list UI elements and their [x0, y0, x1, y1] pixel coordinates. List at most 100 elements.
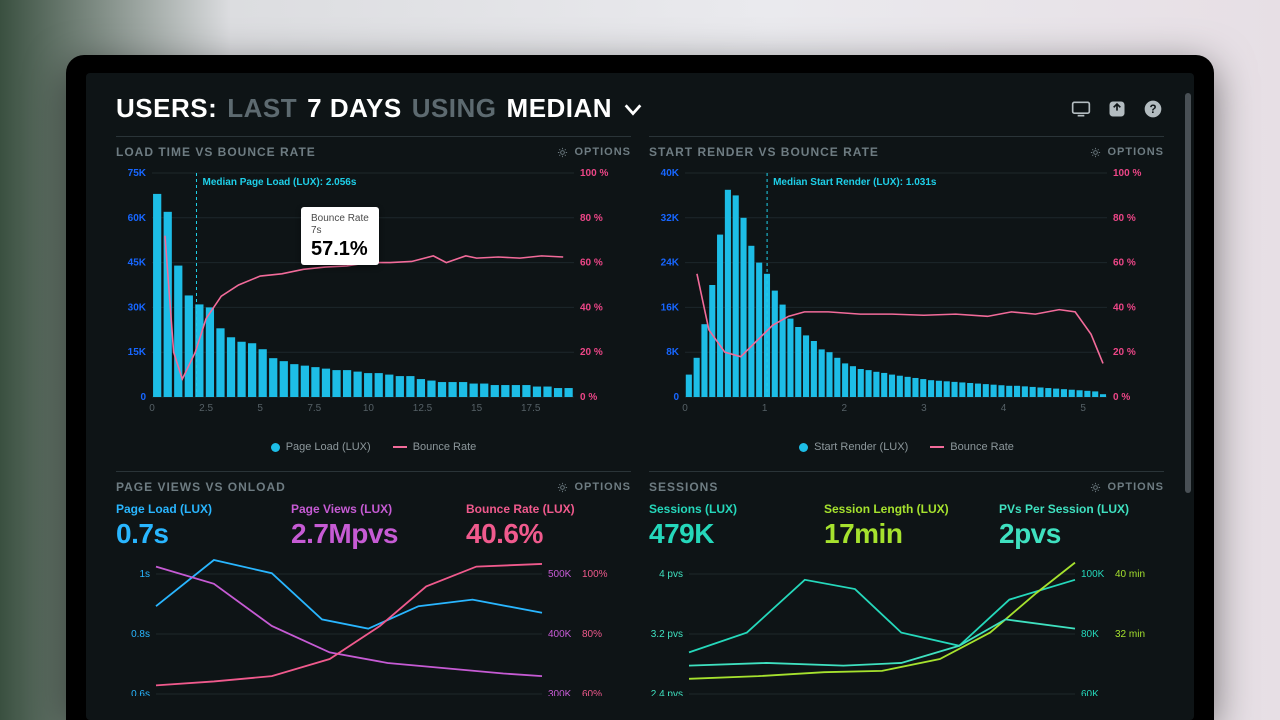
svg-text:2.4 pvs: 2.4 pvs: [651, 689, 683, 696]
metric-name: Page Views (LUX): [291, 502, 456, 516]
chart-tooltip: Bounce Rate 7s 57.1%: [301, 207, 379, 265]
panel-page-views-vs-onload: PAGE VIEWS VS ONLOAD OPTIONS Page Load (…: [116, 471, 631, 696]
svg-text:40 %: 40 %: [1113, 302, 1136, 313]
svg-text:80 %: 80 %: [580, 213, 603, 224]
panel-options-button[interactable]: OPTIONS: [557, 481, 631, 493]
svg-text:100K: 100K: [1081, 569, 1105, 580]
svg-text:2.5: 2.5: [199, 403, 213, 414]
svg-text:24K: 24K: [661, 258, 680, 269]
panel-options-button[interactable]: OPTIONS: [1090, 481, 1164, 493]
svg-text:16K: 16K: [661, 302, 680, 313]
svg-text:3.2 pvs: 3.2 pvs: [651, 629, 683, 640]
panel-start-render-vs-bounce: START RENDER VS BOUNCE RATE OPTIONS 0 0 %…: [649, 136, 1164, 453]
chevron-down-icon: [622, 98, 644, 120]
svg-text:40 min: 40 min: [1115, 569, 1145, 580]
svg-text:Median Page Load (LUX): 2.056s: Median Page Load (LUX): 2.056s: [202, 177, 356, 188]
svg-text:500K: 500K: [548, 569, 572, 580]
metric: Page Views (LUX) 2.7Mpvs: [291, 502, 456, 550]
svg-text:40K: 40K: [661, 168, 680, 179]
svg-text:60%: 60%: [582, 689, 602, 696]
svg-text:0: 0: [673, 392, 679, 403]
metric: Bounce Rate (LUX) 40.6%: [466, 502, 631, 550]
panel-title: START RENDER VS BOUNCE RATE: [649, 145, 879, 159]
metrics-row: Page Load (LUX)0.7s Page Views (LUX) 2.7Mp…: [116, 502, 631, 550]
monitor-icon[interactable]: [1070, 98, 1092, 120]
metric-name: Sessions (LUX): [649, 502, 814, 516]
svg-text:20 %: 20 %: [1113, 347, 1136, 358]
svg-text:0: 0: [682, 403, 688, 414]
svg-text:?: ?: [1149, 103, 1156, 116]
metric: Sessions (LUX) 479K: [649, 502, 814, 550]
svg-text:1: 1: [762, 403, 768, 414]
svg-text:100 %: 100 %: [580, 168, 608, 179]
metric-value: 17min: [824, 518, 989, 550]
svg-text:60 %: 60 %: [1113, 258, 1136, 269]
svg-text:0.8s: 0.8s: [131, 629, 150, 640]
svg-text:1s: 1s: [139, 569, 150, 580]
metric-value: 2.7Mpvs: [291, 518, 456, 550]
svg-text:30K: 30K: [128, 302, 147, 313]
gear-icon: [557, 482, 568, 493]
chart-start-render[interactable]: 0 0 % 8K 20 % 16K 40 % 24K 60 % 32K 80 % 40K 100 % 0…: [649, 167, 1149, 417]
panel-title: PAGE VIEWS VS ONLOAD: [116, 480, 286, 494]
share-icon[interactable]: [1106, 98, 1128, 120]
metric-value: 2pvs: [999, 518, 1164, 550]
svg-text:60K: 60K: [1081, 689, 1099, 696]
metric: Page Load (LUX)0.7s: [116, 502, 281, 550]
page-header: USERS: LAST 7 DAYS USING MEDIAN ?: [86, 73, 1194, 136]
chart-sessions[interactable]: 4 pvs 100K 40 min 3.2 pvs 80K 32 min 2.4 pvs 60…: [649, 556, 1149, 696]
svg-text:5: 5: [257, 403, 263, 414]
svg-text:100%: 100%: [582, 569, 608, 580]
svg-text:45K: 45K: [128, 258, 147, 269]
svg-text:100 %: 100 %: [1113, 168, 1141, 179]
svg-text:32K: 32K: [661, 213, 680, 224]
metric-value: 479K: [649, 518, 814, 550]
svg-text:4 pvs: 4 pvs: [659, 569, 683, 580]
svg-text:400K: 400K: [548, 629, 572, 640]
svg-text:0 %: 0 %: [580, 392, 597, 403]
svg-text:75K: 75K: [128, 168, 147, 179]
metric-name: Bounce Rate (LUX): [466, 502, 631, 516]
svg-text:12.5: 12.5: [413, 403, 433, 414]
panel-options-button[interactable]: OPTIONS: [1090, 146, 1164, 158]
svg-text:8K: 8K: [666, 347, 680, 358]
chart-legend: Page Load (LUX) Bounce Rate: [116, 441, 631, 453]
gear-icon: [1090, 482, 1101, 493]
svg-text:5: 5: [1080, 403, 1086, 414]
svg-text:2: 2: [841, 403, 847, 414]
gear-icon: [557, 147, 568, 158]
svg-text:0.6s: 0.6s: [131, 689, 150, 696]
metric-name: Page Load (LUX): [116, 502, 281, 516]
svg-text:0: 0: [140, 392, 146, 403]
panel-load-time-vs-bounce: LOAD TIME VS BOUNCE RATE OPTIONS 00 %15K…: [116, 136, 631, 453]
panel-options-button[interactable]: OPTIONS: [557, 146, 631, 158]
metric-value: 40.6%: [466, 518, 631, 550]
svg-text:60 %: 60 %: [580, 258, 603, 269]
svg-text:80K: 80K: [1081, 629, 1099, 640]
page-title-dropdown[interactable]: USERS: LAST 7 DAYS USING MEDIAN: [116, 93, 644, 124]
svg-text:Median Start Render (LUX): 1.0: Median Start Render (LUX): 1.031s: [773, 177, 937, 188]
svg-text:3: 3: [921, 403, 927, 414]
panel-sessions: SESSIONS OPTIONS Sessions (LUX)479KSessi…: [649, 471, 1164, 696]
scrollbar[interactable]: [1185, 93, 1191, 493]
chart-page-views[interactable]: 1s500K100%0.8s400K80%0.6s300K60%: [116, 556, 616, 696]
svg-text:0 %: 0 %: [1113, 392, 1130, 403]
metrics-row: Sessions (LUX) 479K Session Length (LUX)17…: [649, 502, 1164, 550]
gear-icon: [1090, 147, 1101, 158]
help-icon[interactable]: ?: [1142, 98, 1164, 120]
svg-text:32 min: 32 min: [1115, 629, 1145, 640]
panel-title: SESSIONS: [649, 480, 718, 494]
panel-title: LOAD TIME VS BOUNCE RATE: [116, 145, 316, 159]
metric-name: PVs Per Session (LUX): [999, 502, 1164, 516]
metric: PVs Per Session (LUX) 2pvs: [999, 502, 1164, 550]
svg-text:7.5: 7.5: [307, 403, 321, 414]
svg-text:80 %: 80 %: [1113, 213, 1136, 224]
svg-text:10: 10: [363, 403, 375, 414]
svg-text:20 %: 20 %: [580, 347, 603, 358]
chart-legend: Start Render (LUX) Bounce Rate: [649, 441, 1164, 453]
svg-text:300K: 300K: [548, 689, 572, 696]
svg-text:17.5: 17.5: [521, 403, 541, 414]
chart-load-time[interactable]: 00 %15K20 %30K40 %45K60 %60K80 %75K100 %…: [116, 167, 616, 417]
svg-text:40 %: 40 %: [580, 302, 603, 313]
metric: Session Length (LUX)17min: [824, 502, 989, 550]
